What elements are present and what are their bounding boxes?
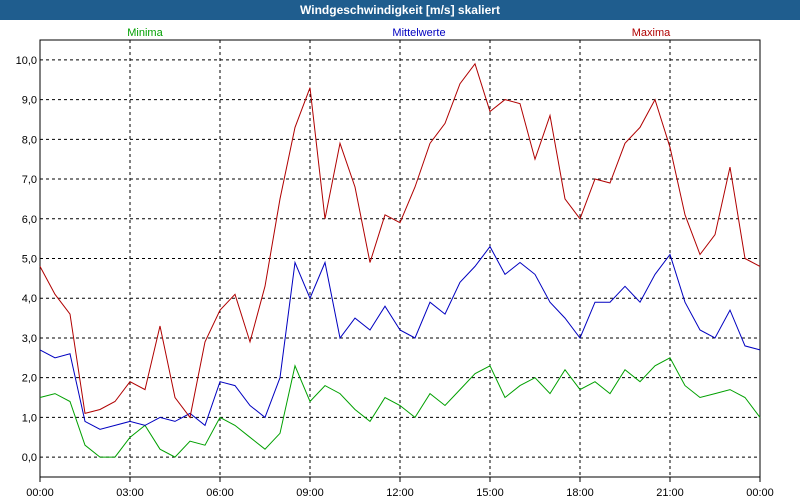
y-tick-label: 7,0 [22, 174, 37, 186]
y-axis-ticks: 0,0 1,0 2,0 3,0 4,0 5,0 6,0 7,0 8,0 9,0 10,0 [16, 55, 37, 464]
x-tick-time: 12:00 [386, 487, 414, 499]
chart-area: 0,0 1,0 2,0 3,0 4,0 5,0 6,0 7,0 8,0 9,0 10,0 00:00… [16, 27, 774, 499]
x-tick-time: 15:00 [476, 487, 504, 499]
y-tick-label: 6,0 [22, 214, 37, 226]
series-line-mittelwerte [39, 245, 761, 430]
legend-minima: Minima [127, 27, 163, 39]
legend-maxima: Maxima [632, 27, 671, 39]
series-line-minima [39, 357, 761, 458]
y-tick-label: 2,0 [22, 373, 37, 385]
x-tick-time: 03:00 [116, 487, 144, 499]
x-axis-ticks: 00:0018.03.0903:0018.03.0906:0018.03.090… [26, 477, 774, 499]
chart-title: Windgeschwindigkeit [m/s] skaliert [300, 3, 500, 17]
legend-mittelwerte: Mittelwerte [392, 27, 445, 39]
series-lines [39, 62, 761, 458]
series-line-maxima [39, 62, 761, 419]
y-tick-label: 0,0 [22, 452, 37, 464]
y-tick-label: 10,0 [16, 55, 37, 67]
x-tick-time: 06:00 [206, 487, 234, 499]
y-tick-label: 5,0 [22, 254, 37, 266]
window-title-bar: Windgeschwindigkeit [m/s] skaliert [0, 0, 800, 20]
legend: Minima Mittelwerte Maxima [127, 27, 671, 39]
y-tick-label: 4,0 [22, 293, 37, 305]
y-tick-label: 3,0 [22, 333, 37, 345]
x-tick-time: 00:00 [26, 487, 54, 499]
y-tick-label: 1,0 [22, 412, 37, 424]
x-tick-time: 21:00 [656, 487, 684, 499]
y-tick-label: 8,0 [22, 134, 37, 146]
y-tick-label: 9,0 [22, 95, 37, 107]
x-tick-time: 00:00 [746, 487, 774, 499]
x-tick-time: 09:00 [296, 487, 324, 499]
x-tick-time: 18:00 [566, 487, 594, 499]
